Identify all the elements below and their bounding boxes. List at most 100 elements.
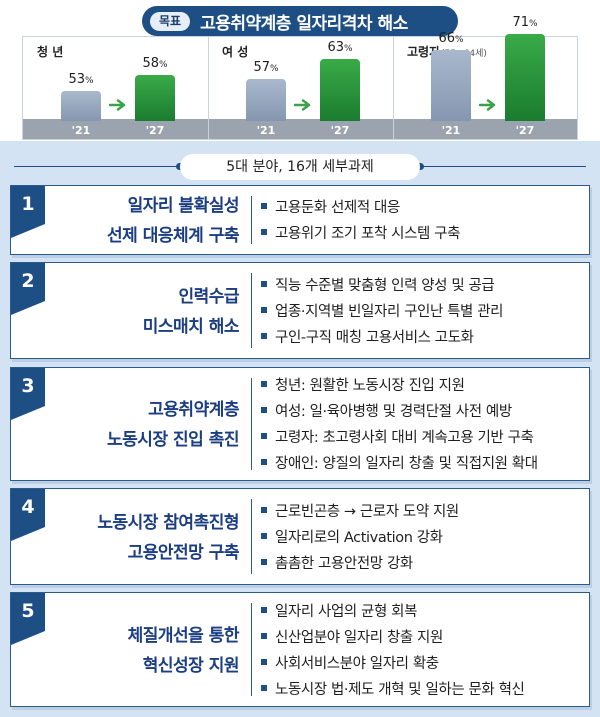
area-number-tab <box>11 224 45 238</box>
square-bullet-icon <box>261 507 267 513</box>
task-item-text: 업종·지역별 빈일자리 구인난 특별 관리 <box>275 304 504 320</box>
chart-bar <box>320 59 360 121</box>
area-task-list: 고용둔화 선제적 대응 고용위기 조기 포착 시스템 구축 <box>261 195 583 247</box>
square-bullet-icon <box>261 559 267 565</box>
task-item: 직능 수준별 맞춤형 인력 양성 및 공급 <box>261 273 583 299</box>
task-item: 업종·지역별 빈일자리 구인난 특별 관리 <box>261 299 583 325</box>
task-item-text: 구인-구직 매칭 고용서비스 고도화 <box>275 330 474 346</box>
chart-year-label: '27 <box>330 124 350 137</box>
task-item: 여성: 일·육아병행 및 경력단절 사전 예방 <box>261 399 583 425</box>
area-number: 4 <box>11 489 45 527</box>
area-title-line: 고용안전망 구축 <box>127 543 240 563</box>
chart-bar <box>505 34 545 121</box>
chart-divider <box>393 37 394 139</box>
subtitle-line-right <box>420 166 586 167</box>
area-title-line: 선제 대응체계 구축 <box>107 226 239 246</box>
square-bullet-icon <box>261 307 267 313</box>
chart-group-title: 여 성 <box>222 43 248 60</box>
square-bullet-icon <box>261 433 267 439</box>
area-separator <box>251 196 252 244</box>
area-number-tab <box>11 631 45 645</box>
chart-group-title: 청 년 <box>37 43 63 60</box>
square-bullet-icon <box>261 659 267 665</box>
policy-area-3: 3 고용취약계층 노동시장 진입 촉진 청년: 원활한 노동시장 진입 지원 여성: 일… <box>10 367 590 481</box>
task-item: 일자리로의 Activation 강화 <box>261 525 583 551</box>
square-bullet-icon <box>261 607 267 613</box>
area-title-line: 인력수급 <box>178 287 239 307</box>
task-item-text: 신산업분야 일자리 창출 지원 <box>275 630 443 646</box>
goal-badge: 목표 <box>150 11 191 31</box>
chart-value-label: 57% <box>253 60 279 75</box>
task-item: 장애인: 양질의 일자리 창출 및 직접지원 확대 <box>261 451 583 477</box>
area-number: 1 <box>11 186 45 224</box>
square-bullet-icon <box>261 459 267 465</box>
task-item: 구인-구직 매칭 고용서비스 고도화 <box>261 325 583 351</box>
chart-bar <box>431 50 471 121</box>
subtitle-dot-right <box>417 163 424 170</box>
area-separator <box>251 273 252 348</box>
task-item: 일자리 사업의 균형 회복 <box>261 599 583 625</box>
square-bullet-icon <box>261 333 267 339</box>
subtitle-line-left <box>14 166 180 167</box>
chart-year-label: '21 <box>71 124 91 137</box>
area-separator <box>251 378 252 470</box>
goal-title: 고용취약계층 일자리격차 해소 <box>200 13 408 34</box>
policy-area-5: 5 체질개선을 통한 혁신성장 지원 일자리 사업의 균형 회복 신산업분야 일자리 창… <box>10 592 590 707</box>
area-title-line: 노동시장 진입 촉진 <box>107 430 239 450</box>
subtitle-dot-left <box>176 163 183 170</box>
task-item-text: 일자리로의 Activation 강화 <box>275 530 443 546</box>
area-title-line: 노동시장 참여촉진형 <box>97 513 239 533</box>
task-item-text: 촘촘한 고용안전망 강화 <box>275 556 413 572</box>
area-title-line: 혁신성장 지원 <box>142 656 240 676</box>
task-item-text: 고용위기 조기 포착 시스템 구축 <box>275 226 461 242</box>
chart-value-label: 58% <box>142 56 168 71</box>
task-item: 근로빈곤층 → 근로자 도약 지원 <box>261 499 583 525</box>
area-number: 5 <box>11 593 45 631</box>
task-item: 촘촘한 고용안전망 강화 <box>261 551 583 577</box>
area-title-line: 고용취약계층 <box>148 400 239 420</box>
policy-area-4: 4 노동시장 참여촉진형 고용안전망 구축 근로빈곤층 → 근로자 도약 지원 일자리로… <box>10 488 590 585</box>
task-item-text: 직능 수준별 맞춤형 인력 양성 및 공급 <box>275 278 495 294</box>
area-title-line: 체질개선을 통한 <box>127 626 240 646</box>
area-separator <box>251 603 252 696</box>
square-bullet-icon <box>261 281 267 287</box>
chart-group-name: 청 년 <box>37 45 64 59</box>
task-item: 고령자: 초고령사회 대비 계속고용 기반 구축 <box>261 425 583 451</box>
chart-value-label: 71% <box>512 15 538 30</box>
square-bullet-icon <box>261 533 267 539</box>
arrow-right-icon <box>294 99 311 111</box>
policy-area-2: 2 인력수급 미스매치 해소 직능 수준별 맞춤형 인력 양성 및 공급 업종·지역별 … <box>10 262 590 359</box>
chart-year-label: '21 <box>441 124 461 137</box>
area-number-tab <box>11 527 45 541</box>
chart-value-label: 53% <box>68 72 94 87</box>
chart-divider <box>208 37 209 139</box>
task-item: 청년: 원활한 노동시장 진입 지원 <box>261 373 583 399</box>
square-bullet-icon <box>261 203 267 209</box>
task-item-text: 사회서비스분야 일자리 확충 <box>275 656 439 672</box>
area-title-line: 일자리 불확실성 <box>127 196 240 216</box>
chart-bar <box>135 75 175 121</box>
area-separator <box>251 499 252 574</box>
arrow-right-icon <box>109 99 126 111</box>
task-item-text: 청년: 원활한 노동시장 진입 지원 <box>275 378 465 394</box>
goal-banner: 목표 고용취약계층 일자리격차 해소 <box>142 6 458 36</box>
task-item: 노동시장 법·제도 개혁 및 일하는 문화 혁신 <box>261 677 583 703</box>
task-item: 신산업분야 일자리 창출 지원 <box>261 625 583 651</box>
task-item: 고용위기 조기 포착 시스템 구축 <box>261 221 583 247</box>
task-item-text: 근로빈곤층 → 근로자 도약 지원 <box>275 504 459 520</box>
chart-bar <box>246 79 286 121</box>
task-item-text: 노동시장 법·제도 개혁 및 일하는 문화 혁신 <box>275 682 525 698</box>
chart-group-name: 여 성 <box>222 45 249 59</box>
task-item-text: 장애인: 양질의 일자리 창출 및 직접지원 확대 <box>275 456 538 472</box>
task-item: 사회서비스분야 일자리 확충 <box>261 651 583 677</box>
area-number-tab <box>11 406 45 420</box>
task-item-text: 여성: 일·육아병행 및 경력단절 사전 예방 <box>275 404 512 420</box>
